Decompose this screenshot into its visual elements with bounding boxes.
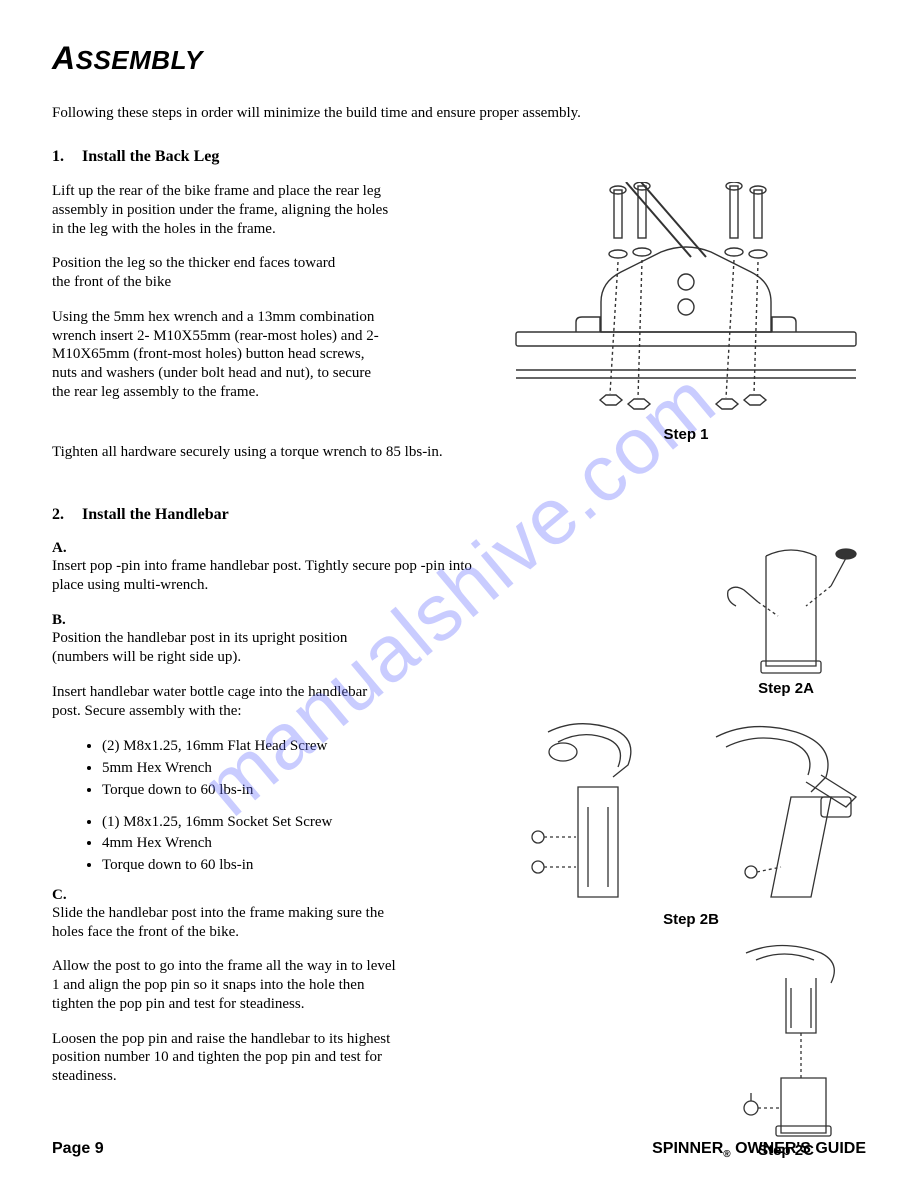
section2-b-p2: Insert handlebar water bottle cage into … bbox=[52, 683, 392, 721]
section1-p2: Position the leg so the thicker end face… bbox=[52, 254, 352, 292]
section1-text-col: Lift up the rear of the bike frame and p… bbox=[52, 182, 452, 443]
section1-number: 1. bbox=[52, 148, 78, 166]
section2-c-p2: Allow the post to go into the frame all … bbox=[52, 957, 402, 1013]
footer-page-number: Page 9 bbox=[52, 1140, 104, 1160]
section2-b-p1: Position the handlebar post in its uprig… bbox=[52, 629, 372, 667]
footer-brand: SPINNER bbox=[652, 1140, 723, 1157]
title-first-letter: A bbox=[52, 40, 76, 76]
intro-paragraph: Following these steps in order will mini… bbox=[52, 105, 866, 122]
figure-step1-caption: Step 1 bbox=[506, 426, 866, 443]
step2b-left-svg bbox=[518, 717, 688, 907]
section2-a-text: Insert pop -pin into frame handlebar pos… bbox=[52, 557, 482, 595]
list-item: (1) M8x1.25, 16mm Socket Set Screw bbox=[102, 812, 482, 834]
section2-text-col: A. Insert pop -pin into frame handlebar … bbox=[52, 540, 482, 1159]
figure-step2b-wrap bbox=[506, 717, 866, 907]
section1-p3: Using the 5mm hex wrench and a 13mm comb… bbox=[52, 308, 392, 402]
section2-b-label: B. bbox=[52, 612, 482, 629]
step2b-right-svg bbox=[696, 717, 866, 907]
figure-step2b-right bbox=[696, 717, 866, 907]
section1-figure-col: Step 1 bbox=[476, 182, 866, 443]
figure-step2b-left bbox=[518, 717, 688, 907]
footer-guide-title: SPINNER® OWNER'S GUIDE bbox=[652, 1140, 866, 1160]
list-item: (2) M8x1.25, 16mm Flat Head Screw bbox=[102, 736, 482, 758]
figure-step1 bbox=[506, 182, 866, 422]
step2c-svg bbox=[706, 938, 866, 1138]
section2-b-list2: (1) M8x1.25, 16mm Socket Set Screw 4mm H… bbox=[102, 812, 482, 877]
footer-registered: ® bbox=[723, 1149, 730, 1160]
figure-step2c bbox=[706, 938, 866, 1138]
figure-step2b-caption: Step 2B bbox=[516, 911, 866, 928]
section2-c-label: C. bbox=[52, 887, 482, 904]
section1-p4: Tighten all hardware securely using a to… bbox=[52, 443, 592, 462]
section2-title: Install the Handlebar bbox=[82, 506, 229, 523]
list-item: 4mm Hex Wrench bbox=[102, 833, 482, 855]
section1-columns: Lift up the rear of the bike frame and p… bbox=[52, 182, 866, 443]
figure-step2a bbox=[706, 546, 866, 676]
section2-figure-col: Step 2A bbox=[506, 540, 866, 1159]
list-item: 5mm Hex Wrench bbox=[102, 758, 482, 780]
list-item: Torque down to 60 lbs-in bbox=[102, 780, 482, 802]
section2-b-list1: (2) M8x1.25, 16mm Flat Head Screw 5mm He… bbox=[102, 736, 482, 801]
section1-p1: Lift up the rear of the bike frame and p… bbox=[52, 182, 392, 238]
footer-rest: OWNER'S GUIDE bbox=[731, 1140, 866, 1157]
title-rest: SSEMBLY bbox=[76, 45, 203, 75]
section1-title: Install the Back Leg bbox=[82, 148, 219, 165]
step2a-svg bbox=[706, 546, 866, 676]
section2-c-p1: Slide the handlebar post into the frame … bbox=[52, 904, 412, 942]
section2-c-p3: Loosen the pop pin and raise the handleb… bbox=[52, 1030, 412, 1086]
figure-step2a-caption: Step 2A bbox=[706, 680, 866, 697]
section2-number: 2. bbox=[52, 506, 78, 524]
page-title: ASSEMBLY bbox=[52, 40, 866, 77]
section1-heading: 1. Install the Back Leg bbox=[52, 148, 866, 166]
list-item: Torque down to 60 lbs-in bbox=[102, 855, 482, 877]
section2-heading: 2. Install the Handlebar bbox=[52, 506, 866, 524]
step1-svg bbox=[506, 182, 866, 422]
section2-columns: A. Insert pop -pin into frame handlebar … bbox=[52, 540, 866, 1159]
section2-a-label: A. bbox=[52, 540, 482, 557]
page-footer: Page 9 SPINNER® OWNER'S GUIDE bbox=[52, 1140, 866, 1160]
